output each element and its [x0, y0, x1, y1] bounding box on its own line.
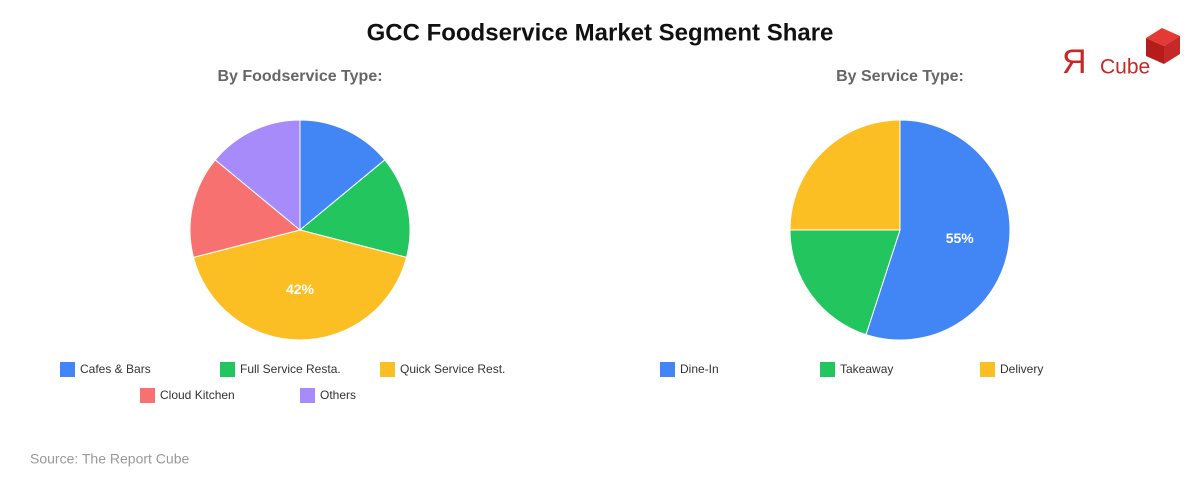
logo-cube-right: [1164, 36, 1180, 64]
pie-slice: [865, 119, 1011, 341]
pie-slice: [298, 159, 411, 258]
pie-slice: [789, 119, 901, 231]
logo-text: Cube: [1100, 56, 1150, 79]
pie-slice: [299, 119, 386, 232]
legend-swatch: [380, 362, 395, 377]
logo: Я Cube: [1062, 28, 1180, 81]
legend-swatch: [300, 388, 315, 403]
legend-swatch: [60, 362, 75, 377]
legend-swatch: [140, 388, 155, 403]
logo-mark: Я: [1062, 43, 1087, 81]
legend-label: Cafes & Bars: [80, 362, 151, 376]
legend-swatch: [980, 362, 995, 377]
legend-label: Takeaway: [840, 362, 893, 376]
chart-subtitle: By Foodservice Type:: [217, 68, 382, 85]
legend-swatch: [660, 362, 675, 377]
legend-label: Delivery: [1000, 362, 1043, 376]
legend-label: Cloud Kitchen: [160, 388, 235, 402]
legend-label: Dine-In: [680, 362, 719, 376]
legend-swatch: [820, 362, 835, 377]
source: Source: The Report Cube: [30, 451, 189, 467]
pie-slice: [192, 229, 408, 341]
logo-cube-left: [1146, 38, 1164, 64]
legend-label: Full Service Resta.: [240, 362, 341, 376]
legend-label: Others: [320, 388, 356, 402]
pie-slice: [214, 119, 301, 232]
legend-swatch: [220, 362, 235, 377]
logo-cube-top: [1146, 28, 1180, 46]
pie-slice: [189, 159, 302, 258]
page-title: GCC Foodservice Market Segment Share: [367, 19, 834, 46]
slice-label: 55%: [946, 230, 975, 246]
pie-slice: [789, 229, 901, 336]
legend-label: Quick Service Rest.: [400, 362, 505, 376]
chart-subtitle: By Service Type:: [836, 68, 964, 85]
slice-label: 42%: [286, 281, 315, 297]
